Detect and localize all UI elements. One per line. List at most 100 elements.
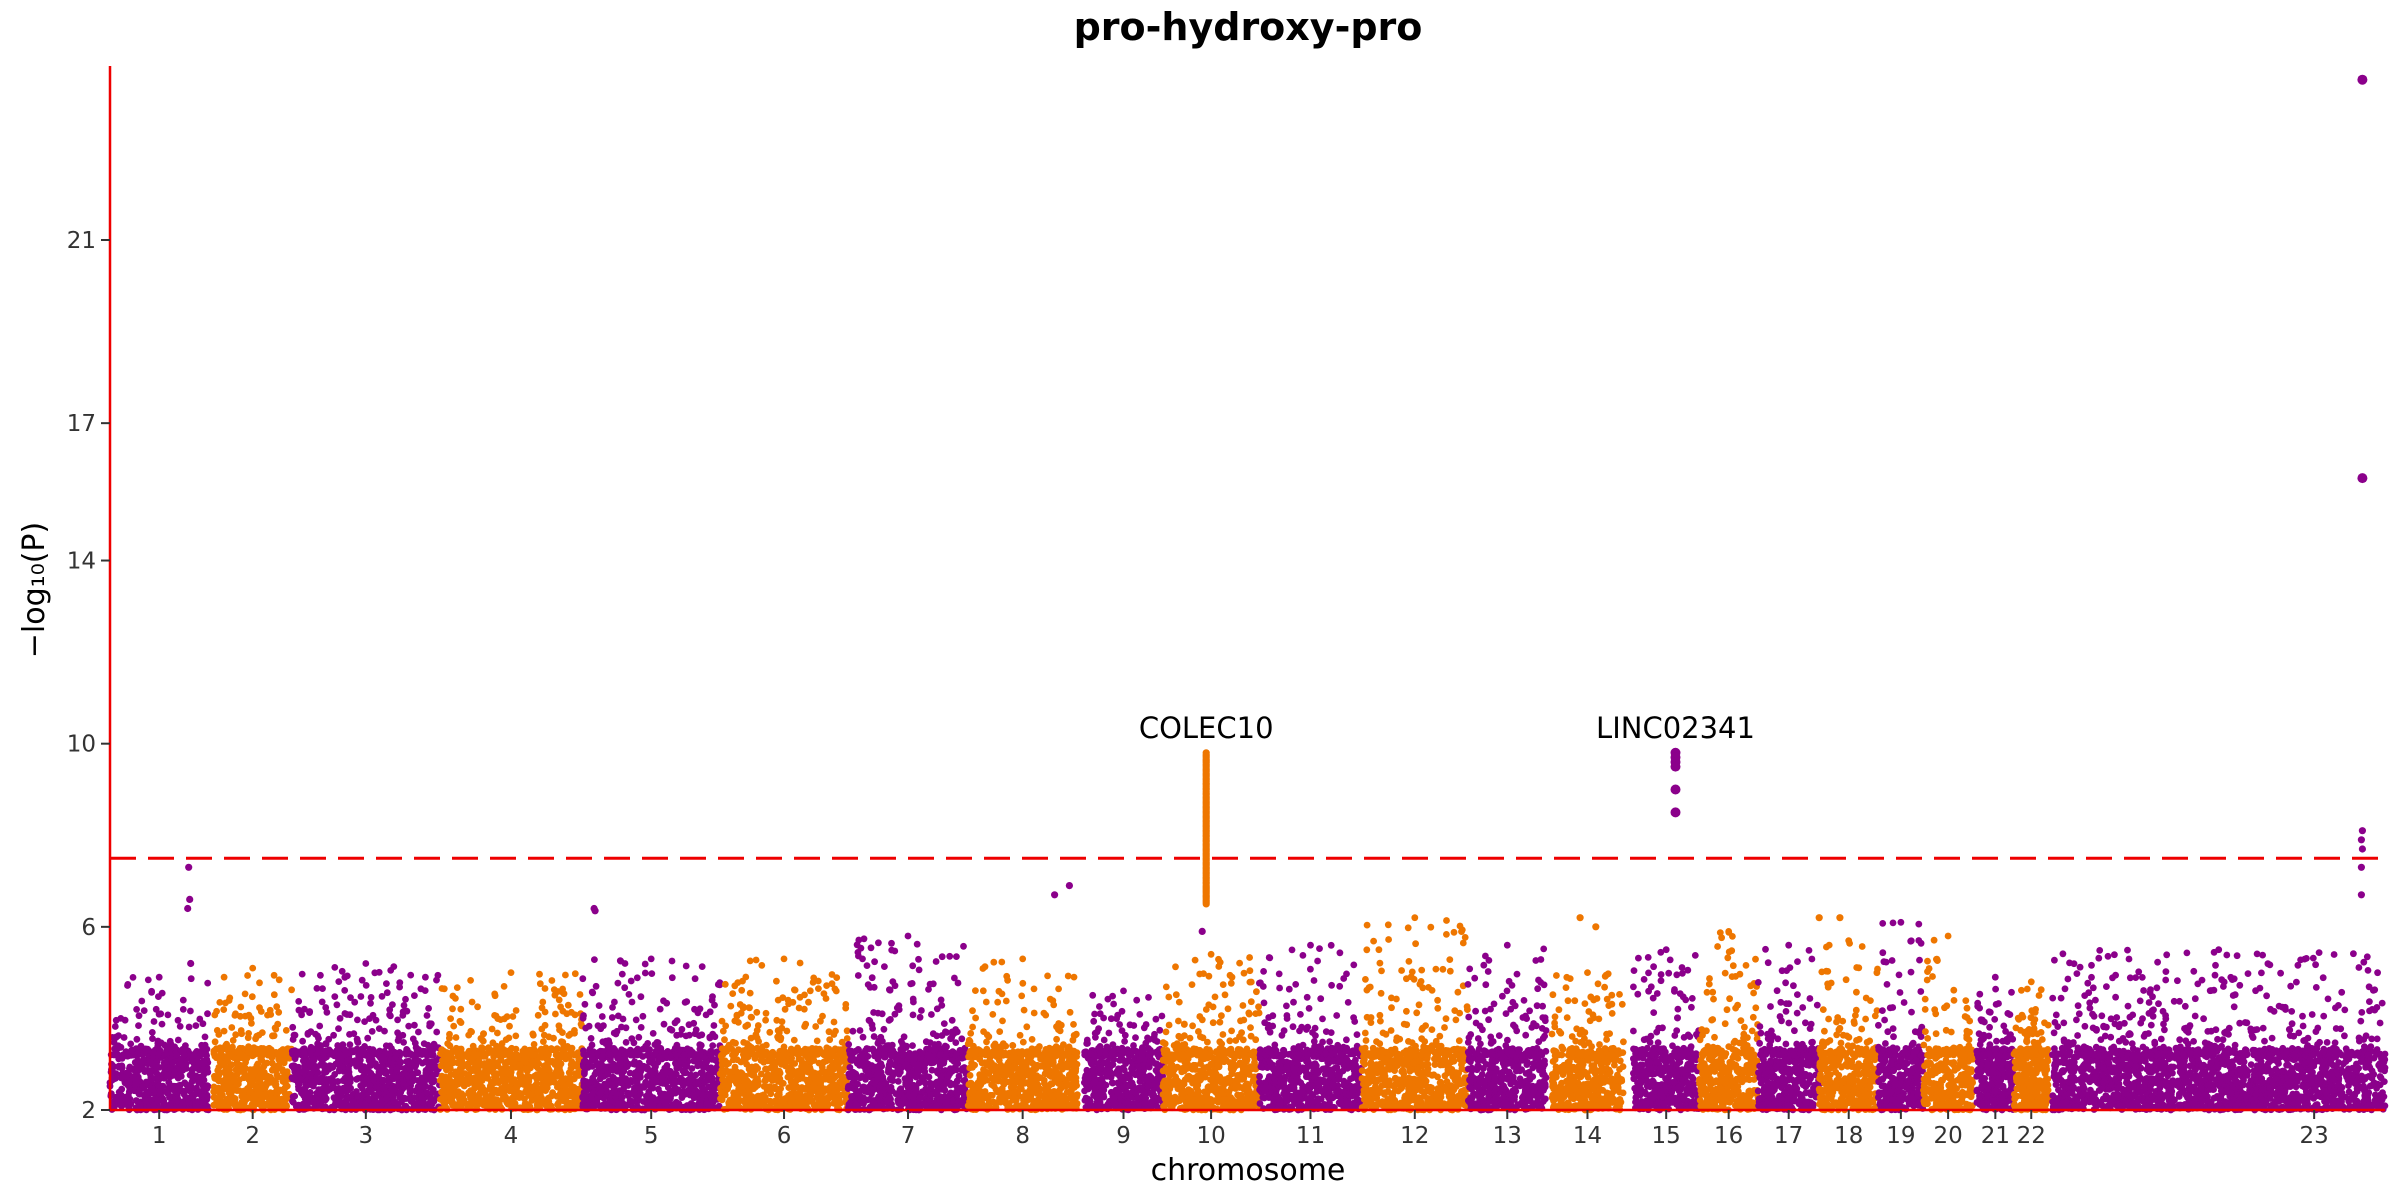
snp-point — [229, 1043, 236, 1051]
snp-point — [854, 1080, 861, 1088]
snp-point — [790, 1036, 798, 1044]
snp-point — [140, 1007, 148, 1014]
snp-point — [490, 1069, 497, 1077]
snp-point — [736, 1001, 744, 1008]
snp-point — [559, 989, 567, 996]
snp-point — [588, 988, 596, 996]
snp-point — [556, 1026, 563, 1034]
snp-point — [549, 1089, 556, 1096]
snp-point — [310, 1065, 318, 1072]
snp-point — [784, 996, 792, 1004]
snp-point — [457, 1019, 465, 1026]
snp-point — [314, 1032, 321, 1040]
snp-point — [110, 1039, 118, 1046]
snp-point — [200, 1065, 208, 1073]
chromosome-7-points — [844, 932, 972, 1114]
snp-point — [703, 1100, 711, 1108]
snp-point — [479, 1072, 487, 1080]
snp-point — [753, 1008, 761, 1016]
snp-point — [545, 1033, 553, 1041]
snp-point — [765, 1073, 773, 1080]
snp-point — [540, 1038, 547, 1045]
snp-point — [730, 1093, 738, 1101]
snp-point — [218, 1092, 225, 1100]
snp-point — [539, 998, 547, 1006]
snp-point — [148, 987, 156, 995]
snp-point — [230, 1077, 238, 1085]
snp-point — [479, 1098, 486, 1105]
snp-point — [905, 1071, 913, 1079]
snp-point — [774, 1078, 782, 1085]
snp-point — [449, 1100, 457, 1108]
snp-point — [508, 1078, 515, 1086]
snp-point — [283, 1068, 291, 1076]
snp-point — [357, 993, 365, 1000]
snp-point — [215, 1071, 223, 1079]
snp-point — [431, 1063, 439, 1071]
snp-point — [616, 957, 624, 965]
snp-point — [132, 1097, 140, 1104]
snp-point — [180, 1090, 188, 1098]
snp-point — [279, 1077, 287, 1085]
snp-point — [598, 1013, 606, 1020]
snp-point — [669, 1089, 677, 1096]
snp-point — [161, 1063, 169, 1070]
snp-point — [720, 1060, 728, 1068]
snp-point — [695, 1032, 703, 1039]
snp-point — [785, 1065, 793, 1073]
snp-point — [488, 1097, 496, 1105]
snp-point — [838, 1038, 846, 1046]
snp-point — [301, 1005, 308, 1013]
snp-point — [752, 956, 760, 964]
snp-point — [317, 1042, 325, 1049]
snp-point — [805, 998, 812, 1006]
snp-point — [824, 1093, 832, 1101]
snp-point — [420, 1040, 428, 1047]
snp-point — [817, 1017, 824, 1025]
snp-point — [409, 1035, 417, 1043]
snp-point — [796, 959, 804, 967]
snp-point — [267, 1046, 275, 1054]
snp-point — [571, 1029, 578, 1037]
snp-point — [336, 1050, 343, 1058]
snp-point — [237, 1027, 245, 1034]
snp-point — [494, 1062, 502, 1070]
snp-point — [362, 1065, 369, 1072]
snp-point — [295, 998, 303, 1005]
snp-point — [267, 1078, 275, 1086]
snp-point — [620, 1067, 628, 1075]
snp-point — [313, 985, 321, 992]
snp-point — [111, 1101, 118, 1108]
snp-point — [402, 1051, 410, 1058]
snp-point — [147, 1067, 155, 1074]
snp-point — [668, 1073, 676, 1080]
snp-point — [644, 1051, 652, 1059]
snp-point — [650, 1060, 658, 1068]
snp-point — [644, 1040, 652, 1047]
snp-point — [507, 969, 515, 976]
snp-point — [553, 1045, 561, 1053]
snp-point — [331, 993, 339, 1000]
snp-point — [280, 1100, 288, 1107]
snp-point — [253, 1062, 261, 1069]
snp-point — [277, 1087, 284, 1094]
snp-point — [152, 1005, 160, 1013]
snp-point — [825, 1084, 833, 1092]
snp-point — [445, 1051, 453, 1059]
chromosome-5-points — [579, 955, 724, 1114]
snp-point — [335, 1067, 343, 1075]
snp-point — [748, 1063, 756, 1071]
snp-point — [241, 1012, 249, 1020]
snp-point — [541, 1079, 549, 1087]
snp-point — [508, 1094, 516, 1102]
snp-point — [275, 976, 283, 984]
snp-point — [295, 1081, 303, 1089]
snp-point — [197, 1051, 205, 1059]
snp-point — [158, 989, 166, 997]
snp-point — [585, 1079, 593, 1087]
snp-point — [333, 1001, 341, 1009]
snp-point — [781, 1005, 789, 1013]
snp-point — [618, 1046, 626, 1054]
snp-point — [455, 1058, 463, 1066]
snp-point — [637, 993, 645, 1001]
